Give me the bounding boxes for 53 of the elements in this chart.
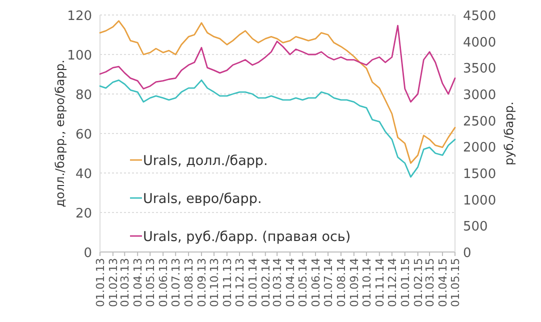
y2-tick-label: 3000 <box>463 88 496 103</box>
x-tick-label: 01.09.13 <box>195 258 208 307</box>
x-tick-label: 01.05.15 <box>449 258 462 307</box>
x-tick-label: 01.01.14 <box>246 258 260 307</box>
x-tick-label: 01.01.13 <box>94 258 107 307</box>
x-tick-label: 01.04.15 <box>436 258 450 307</box>
legend-label: Urals, евро/барр. <box>143 191 262 207</box>
y-tick-label: 0 <box>84 246 92 261</box>
y-tick-label: 80 <box>75 88 92 103</box>
x-tick-label: 01.02.13 <box>106 258 120 307</box>
x-tick-label: 01.02.14 <box>259 258 272 307</box>
line-series <box>99 24 456 103</box>
y-axis-title: долл./барр., евро/барр. <box>53 60 67 208</box>
x-tick-label: 01.11.13 <box>220 258 234 307</box>
x-tick-label: 01.06.14 <box>310 258 323 307</box>
line-series <box>99 79 456 178</box>
y-tick-label: 120 <box>67 9 92 24</box>
legend-label: Urals, руб./барр. (правая ось) <box>143 229 351 245</box>
x-tick-label: 01.06.13 <box>157 258 170 307</box>
y-tick-label: 60 <box>75 128 92 142</box>
x-tick-label: 01.11.14 <box>373 258 386 307</box>
y-tick-label: 100 <box>67 48 92 64</box>
y2-tick-label: 4500 <box>463 9 496 24</box>
legend-label: Urals, долл./барр. <box>143 153 268 169</box>
x-tick-label: 01.12.14 <box>386 258 399 307</box>
y2-tick-label: 4000 <box>463 35 496 50</box>
x-tick-label: 01.12.13 <box>233 258 246 307</box>
x-tick-label: 01.04.14 <box>284 258 298 307</box>
x-tick-label: 01.09.14 <box>348 258 361 307</box>
y2-axis-title: руб./барр. <box>502 102 516 166</box>
y2-tick-label: 0 <box>463 246 472 261</box>
x-tick-label: 01.10.13 <box>208 258 222 307</box>
x-tick-label: 01.08.14 <box>334 258 348 307</box>
y-tick-label: 40 <box>75 167 92 182</box>
x-tick-label: 01.04.13 <box>132 258 145 307</box>
x-tick-label: 01.03.14 <box>271 258 284 307</box>
y2-tick-label: 3500 <box>463 62 496 77</box>
y-tick-label: 20 <box>75 206 92 222</box>
x-tick-label: 01.08.13 <box>182 258 196 307</box>
x-tick-label: 01.01.15 <box>398 258 412 307</box>
x-tick-label: 01.07.13 <box>170 258 183 307</box>
x-tick-label: 01.05.13 <box>144 258 158 307</box>
x-tick-label: 01.05.14 <box>296 258 310 307</box>
x-tick-label: 01.10.14 <box>360 258 374 307</box>
x-tick-label: 01.02.15 <box>412 258 425 307</box>
x-tick-label: 01.07.14 <box>322 258 336 307</box>
y2-tick-label: 1000 <box>463 193 496 208</box>
y2-tick-label: 2000 <box>463 140 496 156</box>
x-tick-label: 01.03.15 <box>424 258 437 307</box>
y2-tick-label: 1500 <box>463 167 496 182</box>
y2-tick-label: 500 <box>463 220 488 235</box>
y2-tick-label: 2500 <box>463 114 496 130</box>
x-tick-label: 01.03.13 <box>118 258 132 307</box>
